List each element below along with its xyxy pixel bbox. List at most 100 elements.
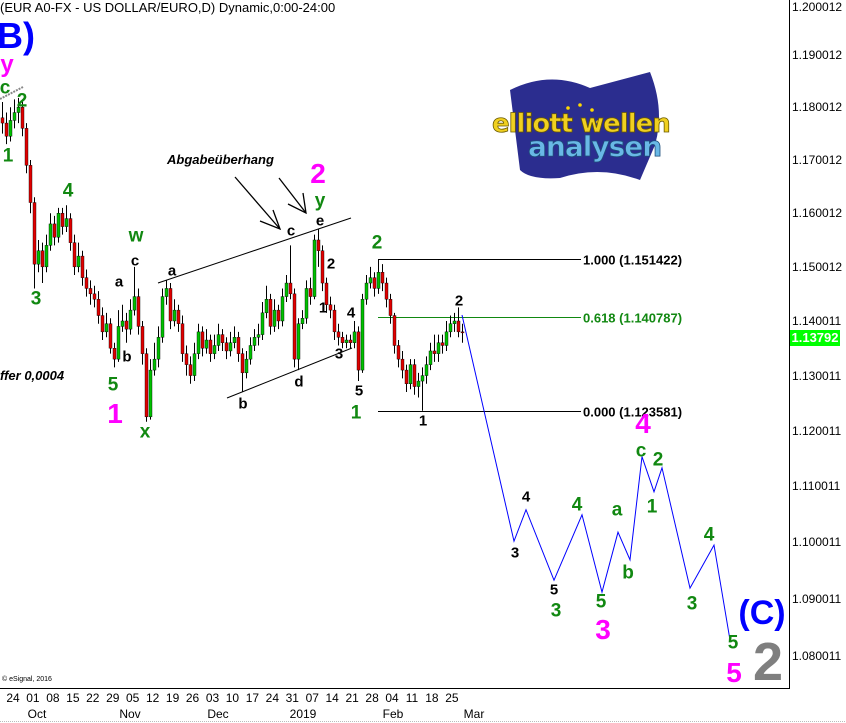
month-label: Dec: [207, 707, 229, 721]
date-tick-label: 10: [225, 691, 240, 705]
wave-label: c: [286, 222, 296, 240]
candle: [144, 348, 149, 422]
wave-label: 3: [30, 288, 42, 310]
date-tick-label: 12: [145, 691, 160, 705]
candle: [64, 205, 69, 232]
candle: [280, 288, 285, 327]
month-label: Feb: [382, 707, 404, 721]
candle: [324, 277, 329, 313]
candle: [284, 274, 289, 302]
candle: [136, 288, 141, 335]
price-tick-label: 1.090011: [792, 591, 842, 606]
forecast-wave-label: a: [611, 499, 623, 521]
candle: [332, 304, 337, 341]
wave-label: 1: [2, 145, 14, 167]
wave-label: e: [315, 212, 325, 230]
candle: [400, 350, 405, 379]
candle: [444, 320, 449, 351]
candle: [412, 359, 417, 395]
current-price-marker: 1.13792: [790, 330, 840, 346]
fib-level-label: 0.618 (1.140787): [583, 310, 683, 325]
wave-label: y: [0, 51, 14, 78]
candle: [72, 234, 77, 275]
copyright: © eSignal, 2016: [2, 676, 52, 683]
date-tick-label: 05: [126, 691, 140, 705]
candle: [228, 331, 233, 357]
candle: [380, 264, 385, 292]
candle: [60, 207, 65, 235]
candle: [56, 207, 61, 243]
price-tick-label: 1.150012: [792, 259, 843, 274]
candle: [420, 367, 425, 411]
candle: [32, 197, 37, 289]
candle: [148, 359, 153, 420]
candle: [172, 299, 177, 327]
candle: [76, 242, 81, 273]
channel-upper-line: [157, 217, 352, 284]
candle: [176, 304, 181, 332]
candle: [156, 326, 161, 368]
candle: [212, 334, 217, 360]
candle: [24, 123, 29, 174]
price-tick-label: 1.080011: [792, 648, 842, 663]
candle: [120, 304, 125, 332]
forecast-wave-label: 3: [510, 544, 520, 562]
date-tick-label: 11: [405, 691, 419, 705]
candle: [236, 331, 241, 362]
candle: [192, 342, 197, 382]
distribution-note: Abgabeüberhang: [167, 152, 274, 167]
forecast-wave-label: 1: [646, 496, 658, 518]
date-tick-label: 03: [205, 691, 220, 705]
candle: [448, 315, 453, 338]
candle: [196, 323, 201, 360]
forecast-wave-label: 5: [549, 581, 559, 599]
date-tick-label: 28: [365, 691, 379, 705]
forecast-wave-label: b: [622, 562, 634, 584]
date-tick-label: 01: [26, 691, 40, 705]
price-tick-label: 1.200012: [792, 0, 843, 14]
svg-text:analysen: analysen: [528, 130, 661, 163]
date-tick-label: 18: [425, 691, 439, 705]
candle: [440, 334, 445, 354]
forecast-wave-label: 3: [595, 614, 611, 645]
candle: [276, 304, 281, 330]
wave-label: 2: [310, 158, 326, 189]
candle: [308, 277, 313, 305]
forecast-wave-label: 5: [595, 591, 607, 613]
date-tick-label: 21: [345, 691, 359, 705]
wave-label: x: [139, 421, 151, 443]
candle: [388, 293, 393, 324]
candle: [140, 320, 145, 365]
wave-label: B): [0, 15, 35, 56]
candle: [44, 234, 49, 273]
candle: [160, 288, 165, 343]
candle: [404, 364, 409, 393]
svg-text:elliott wellen: elliott wellen: [492, 109, 670, 139]
candle: [104, 312, 109, 338]
trend-lines: [0, 86, 353, 399]
date-tick-label: 14: [325, 691, 339, 705]
chart-title: (EUR A0-FX - US DOLLAR/EURO,D) Dynamic,0…: [0, 0, 336, 15]
forecast-wave-label: 4: [703, 524, 715, 546]
candle: [316, 229, 321, 267]
candle: [268, 293, 273, 335]
wave-label: 2: [16, 90, 28, 112]
wave-label: b: [238, 395, 248, 413]
wave-label: w: [128, 225, 144, 247]
wave-label: 4: [346, 304, 356, 322]
date-tick-label: 08: [46, 691, 60, 705]
date-tick-label: 07: [305, 691, 319, 705]
month-label: Nov: [119, 707, 141, 721]
price-tick-label: 1.130011: [792, 368, 842, 383]
candle: [40, 242, 45, 284]
wave-label: b: [122, 348, 132, 366]
arrow-2: [278, 177, 307, 215]
candle: [296, 318, 301, 371]
candle: [356, 326, 361, 382]
candle: [436, 334, 441, 362]
date-tick-label: 25: [445, 691, 459, 705]
candle: [12, 99, 17, 129]
forecast-wave-label: 4: [635, 408, 651, 439]
